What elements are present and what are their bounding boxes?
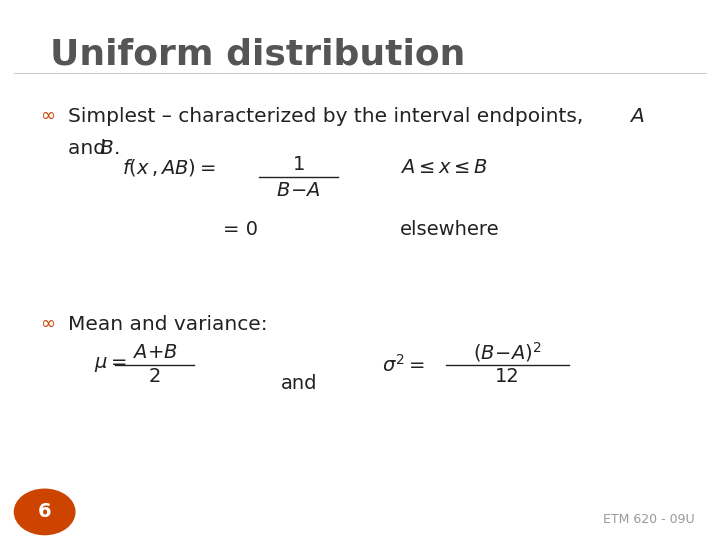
Text: 2: 2: [148, 367, 161, 387]
Text: A: A: [630, 106, 644, 126]
Text: $(B\!-\!A)^2$: $(B\!-\!A)^2$: [473, 340, 542, 364]
Text: ∞: ∞: [40, 315, 55, 333]
Text: $B\!-\!A$: $B\!-\!A$: [276, 180, 321, 200]
Text: $A \leq x \leq B$: $A \leq x \leq B$: [400, 158, 487, 177]
Text: and: and: [281, 374, 318, 393]
Text: Mean and variance:: Mean and variance:: [68, 314, 268, 334]
Text: Simplest – characterized by the interval endpoints,: Simplest – characterized by the interval…: [68, 106, 590, 126]
Text: 12: 12: [495, 367, 520, 387]
Text: $f(x\,,AB) =$: $f(x\,,AB) =$: [122, 157, 216, 178]
Text: = 0: = 0: [223, 220, 258, 239]
Circle shape: [14, 489, 75, 535]
Text: .: .: [114, 139, 120, 158]
Text: $A\!+\!B$: $A\!+\!B$: [132, 342, 178, 362]
Text: 1: 1: [292, 155, 305, 174]
Text: 6: 6: [38, 502, 51, 522]
Text: Uniform distribution: Uniform distribution: [50, 38, 466, 72]
Text: ETM 620 - 09U: ETM 620 - 09U: [603, 513, 695, 526]
Text: B: B: [99, 139, 113, 158]
Text: and: and: [68, 139, 113, 158]
Text: $\mu =$: $\mu =$: [94, 355, 127, 374]
Text: $\sigma^2 =$: $\sigma^2 =$: [382, 354, 424, 375]
Text: elsewhere: elsewhere: [400, 220, 499, 239]
Text: ∞: ∞: [40, 107, 55, 125]
